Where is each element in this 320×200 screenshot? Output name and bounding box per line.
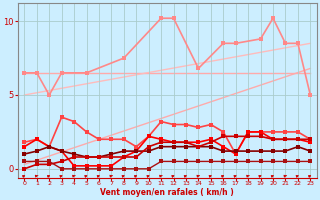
X-axis label: Vent moyen/en rafales ( km/h ): Vent moyen/en rafales ( km/h ) bbox=[100, 188, 234, 197]
